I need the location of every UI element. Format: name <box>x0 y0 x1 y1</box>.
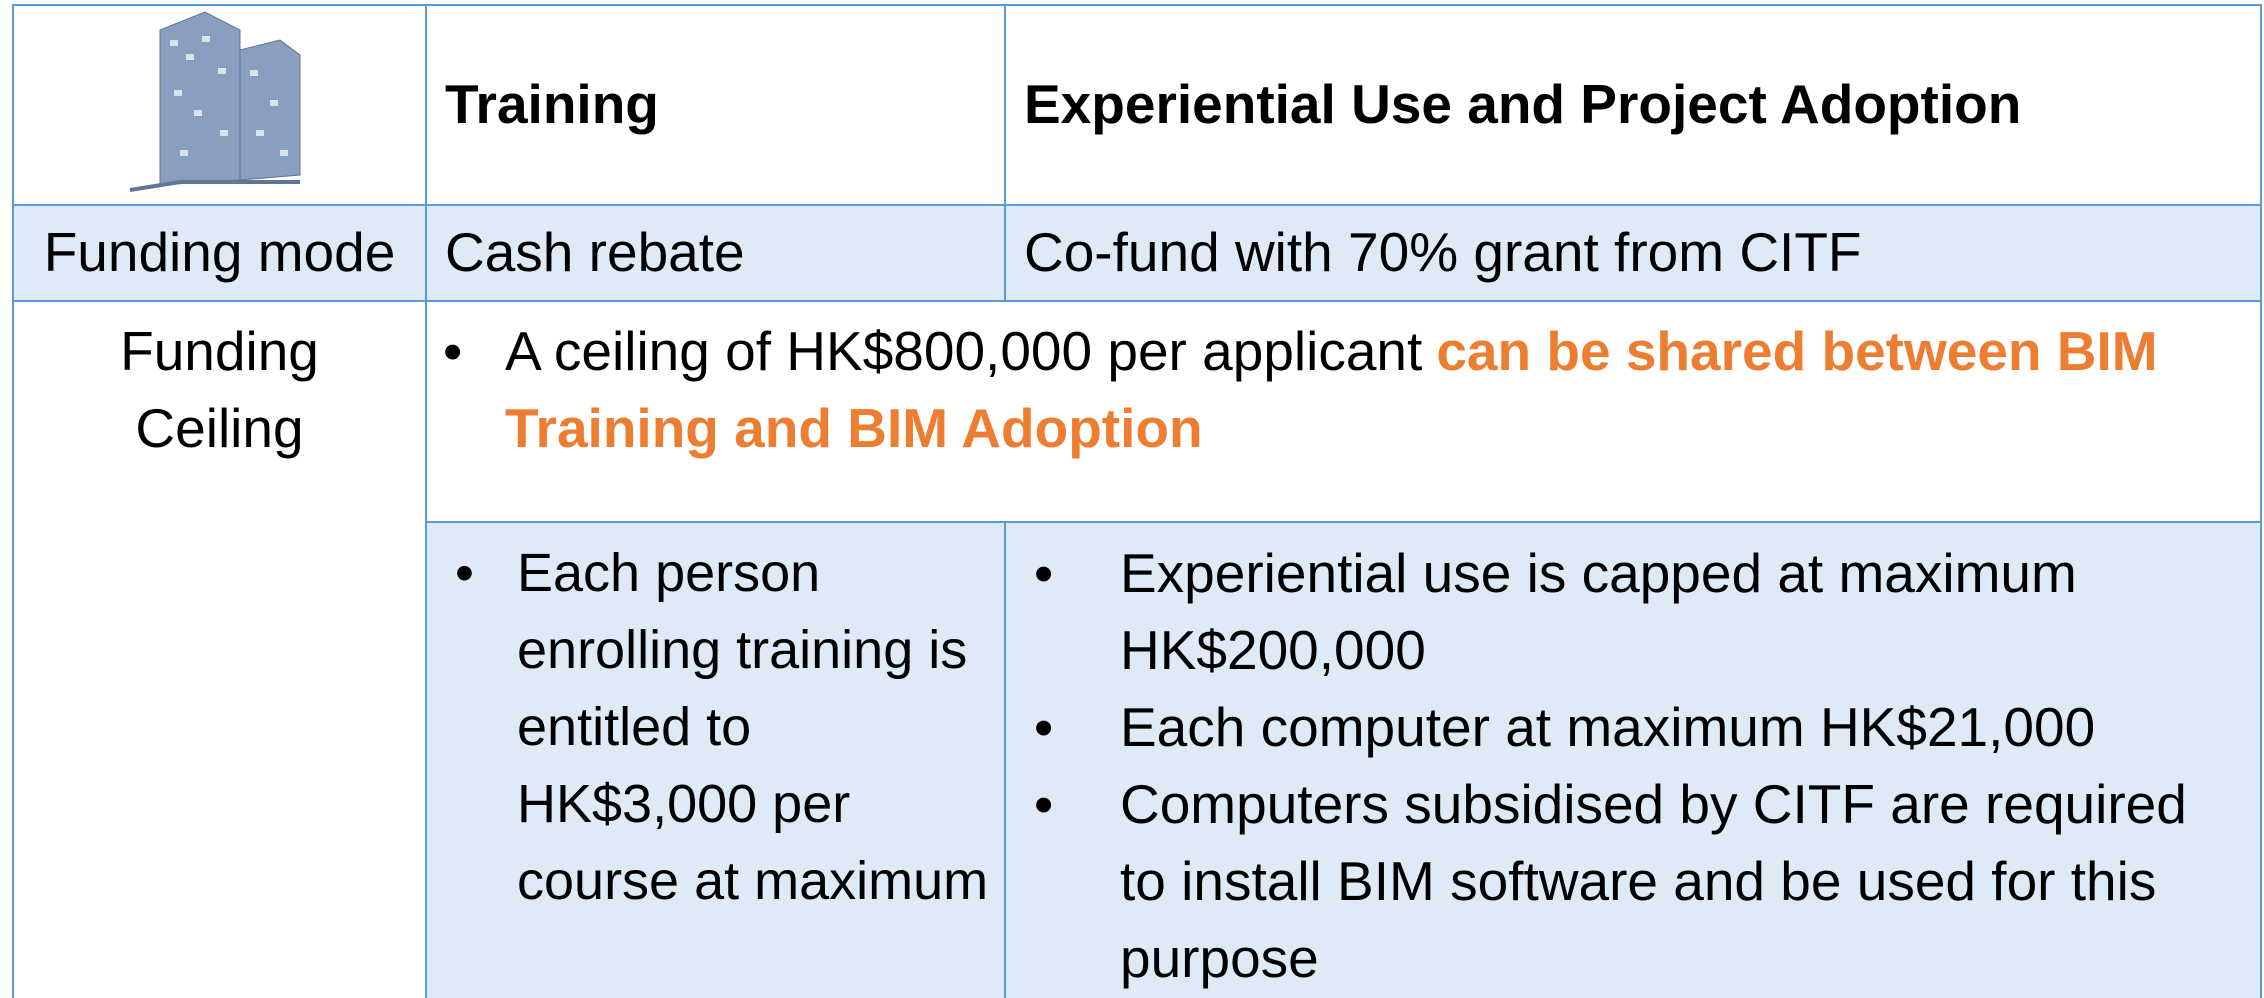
column-header: Training <box>445 73 659 135</box>
bullet-item: Each person enrolling training is entitl… <box>455 535 1005 920</box>
training-list: Each person enrolling training is entitl… <box>455 535 1005 920</box>
data-cell <box>425 204 1006 302</box>
building-icon <box>129 11 301 192</box>
cell-text: Co-fund with 70% grant from CITF <box>1024 221 1862 283</box>
adoption-list: Experiential use is capped at maximum HK… <box>1034 535 2245 997</box>
bullet-item: Computers subsidised by CITF are require… <box>1034 766 2245 997</box>
bullet-item: Experiential use is capped at maximum HK… <box>1034 535 2245 689</box>
cell-text: A ceiling of HK$800,000 per applicant <box>505 320 1423 382</box>
bullet-item: A ceiling of HK$800,000 per applicantcan… <box>443 313 2245 467</box>
shared-ceiling: A ceiling of HK$800,000 per applicantcan… <box>443 313 2245 467</box>
bullet-item: Each computer at maximum HK$21,000 <box>1034 689 2245 766</box>
row-label: Funding mode <box>43 221 396 283</box>
column-header: Experiential Use and Project Adoption <box>1024 73 2022 135</box>
row-label-cell <box>12 204 427 302</box>
cell-text: Cash rebate <box>445 221 745 283</box>
highlight-text: can be shared between BIM Training and B… <box>505 320 2158 459</box>
row-label: Funding Ceiling <box>120 320 319 459</box>
